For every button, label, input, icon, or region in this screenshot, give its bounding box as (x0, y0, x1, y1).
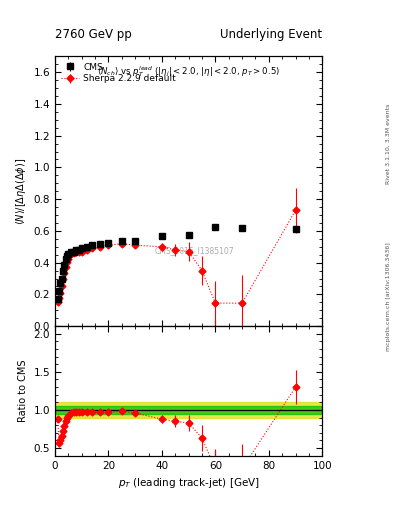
Legend: CMS, Sherpa 2.2.9 default: CMS, Sherpa 2.2.9 default (58, 59, 179, 87)
Text: Rivet 3.1.10, 3.3M events: Rivet 3.1.10, 3.3M events (386, 103, 391, 183)
Y-axis label: Ratio to CMS: Ratio to CMS (18, 359, 28, 422)
X-axis label: $p_T$ (leading track-jet) [GeV]: $p_T$ (leading track-jet) [GeV] (118, 476, 260, 490)
Text: Underlying Event: Underlying Event (220, 28, 322, 41)
Bar (55, 406, 322, 414)
Text: $\langle N_{ch}\rangle$ vs $p_T^{lead}$ ($|\eta_j|<2.0$, $|\eta|<2.0$, $p_T>0.5$: $\langle N_{ch}\rangle$ vs $p_T^{lead}$ … (97, 65, 280, 79)
Text: CMS_2015_I1385107: CMS_2015_I1385107 (154, 246, 234, 255)
Y-axis label: $\langle N\rangle/[\Delta\eta\Delta(\Delta\phi)]$: $\langle N\rangle/[\Delta\eta\Delta(\Del… (14, 158, 28, 225)
Text: 2760 GeV pp: 2760 GeV pp (55, 28, 132, 41)
Text: mcplots.cern.ch [arXiv:1306.3436]: mcplots.cern.ch [arXiv:1306.3436] (386, 243, 391, 351)
Bar (55, 402, 322, 418)
